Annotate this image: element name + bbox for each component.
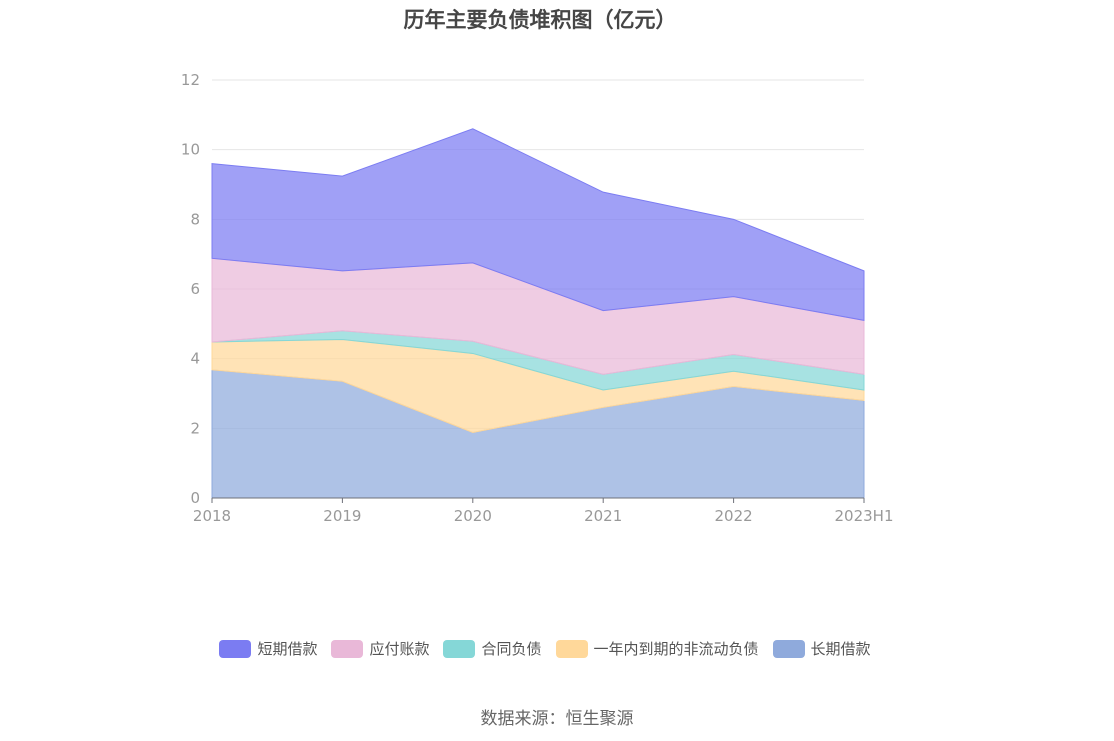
y-tick-label: 8 [190,210,200,228]
x-tick-label: 2020 [454,507,492,525]
legend-item[interactable]: 一年内到期的非流动负债 [555,638,759,659]
legend-swatch [443,639,476,658]
y-tick-label: 2 [190,419,200,437]
legend-item[interactable]: 应付账款 [331,638,429,659]
chart-legend: 短期借款 应付账款 合同负债 一年内到期的非流动负债 长期借款 [0,638,1090,659]
x-tick-label: 2023H1 [835,507,894,525]
chart-title: 历年主要负债堆积图（亿元） [403,8,677,32]
legend-swatch [219,639,252,658]
y-tick-label: 12 [181,71,200,89]
legend-label: 长期借款 [810,640,871,658]
y-tick-label: 0 [190,489,200,507]
y-tick-label: 10 [181,141,200,159]
x-tick-label: 2019 [323,507,361,525]
legend-label: 短期借款 [257,640,318,658]
legend-item[interactable]: 合同负债 [443,638,542,659]
legend-swatch [772,639,805,658]
y-tick-label: 4 [190,350,200,368]
stacked-area-chart: 0 2 4 6 8 10 12 2018 2019 2020 2021 2022 2023H1 [181,71,894,525]
legend-label: 合同负债 [481,640,542,658]
legend-swatch [555,639,588,658]
x-tick-label: 2021 [584,507,622,525]
data-source-note: 数据来源：恒生聚源 [480,709,634,729]
legend-swatch [331,639,364,658]
x-tick-label: 2022 [715,507,753,525]
legend-label: 应付账款 [369,640,430,658]
x-tick-label: 2018 [193,507,231,525]
legend-item[interactable]: 短期借款 [219,638,317,659]
legend-label: 一年内到期的非流动负债 [593,640,759,658]
y-tick-label: 6 [190,280,200,298]
legend-item[interactable]: 长期借款 [772,638,871,659]
